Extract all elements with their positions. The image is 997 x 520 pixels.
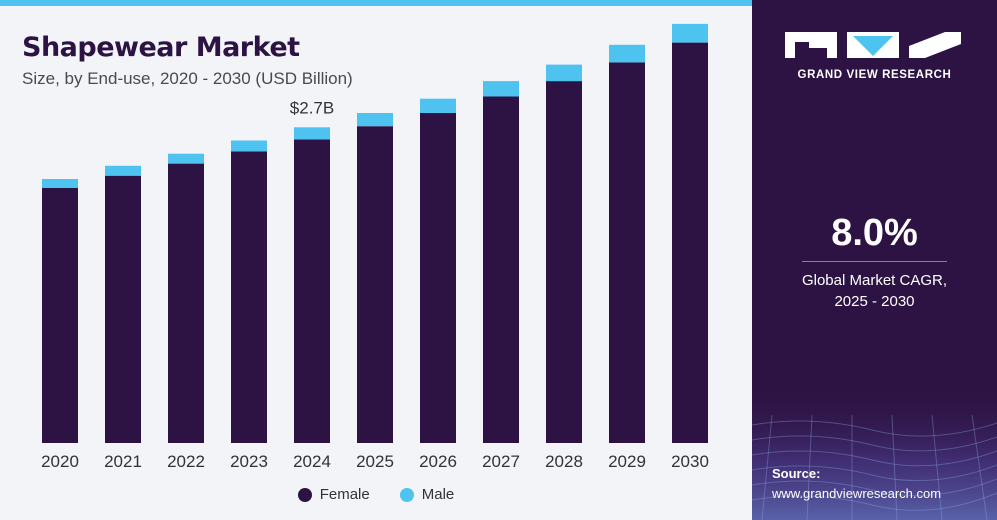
bar-female-2027: [483, 96, 519, 443]
x-tick-label: 2029: [608, 452, 646, 471]
x-tick-label: 2022: [167, 452, 205, 471]
bar-female-2022: [168, 163, 204, 443]
bar-female-2026: [420, 113, 456, 443]
bar-male-2025: [357, 113, 393, 127]
x-tick-label: 2027: [482, 452, 520, 471]
x-tick-label: 2023: [230, 452, 268, 471]
bar-male-2027: [483, 81, 519, 97]
source-url[interactable]: www.grandviewresearch.com: [772, 486, 942, 501]
bar-female-2029: [609, 62, 645, 444]
legend-swatch-male: [399, 487, 414, 502]
grand-view-research-logo: [785, 32, 961, 58]
cagr-label-line-1: Global Market CAGR,: [801, 272, 948, 289]
x-tick-label: 2030: [671, 452, 709, 471]
bar-male-2030: [672, 23, 708, 43]
legend-item-male: Male: [399, 486, 455, 503]
x-tick-label: 2024: [293, 452, 331, 471]
bar-male-2026: [420, 98, 456, 113]
bar-female-2024: [294, 139, 330, 443]
bar-female-2030: [672, 42, 708, 443]
bar-male-2021: [105, 165, 141, 176]
cagr-label-line-2: 2025 - 2030: [834, 293, 915, 310]
bar-male-2020: [42, 179, 78, 188]
chart-subtitle: Size, by End-use, 2020 - 2030 (USD Billi…: [22, 69, 353, 88]
bar-male-2028: [546, 64, 582, 82]
stacked-bar-chart: 2020 2021 2022 2023 2024 $2.7B 2025 2026 2027 202…: [41, 23, 709, 471]
x-tick-label: 2020: [41, 452, 79, 471]
cagr-label: Global Market CAGR, 2025 - 2030: [752, 270, 997, 312]
x-tick-label: 2021: [104, 452, 142, 471]
bar-female-2020: [42, 187, 78, 443]
legend-swatch-female: [297, 487, 312, 502]
chart-title: Shapewear Market: [22, 32, 300, 63]
bar-male-2029: [609, 44, 645, 63]
bar-female-2023: [231, 151, 267, 443]
cagr-value: 8.0%: [831, 212, 918, 254]
x-tick-label: 2028: [545, 452, 583, 471]
summary-panel: GRAND VIEW RESEARCH 8.0% Global Market C…: [752, 0, 997, 520]
brand-name: GRAND VIEW RESEARCH: [797, 69, 952, 81]
legend-label-male: Male: [421, 486, 455, 503]
legend-label-female: Female: [319, 486, 370, 503]
bar-male-2022: [168, 153, 204, 164]
bar-female-2021: [105, 175, 141, 443]
bar-male-2024: [294, 127, 330, 140]
bar-female-2025: [357, 126, 393, 443]
data-label-2024: $2.7B: [290, 98, 334, 117]
bar-female-2028: [546, 81, 582, 443]
source-label: Source:: [772, 466, 821, 481]
bar-male-2023: [231, 140, 267, 152]
decorative-wave-graphic: [752, 385, 997, 520]
chart-legend: Female Male: [0, 486, 752, 503]
chart-panel: Shapewear Market Size, by End-use, 2020 …: [0, 0, 752, 520]
divider: [802, 261, 947, 262]
legend-item-female: Female: [297, 486, 370, 503]
x-tick-label: 2026: [419, 452, 457, 471]
x-tick-label: 2025: [356, 452, 394, 471]
